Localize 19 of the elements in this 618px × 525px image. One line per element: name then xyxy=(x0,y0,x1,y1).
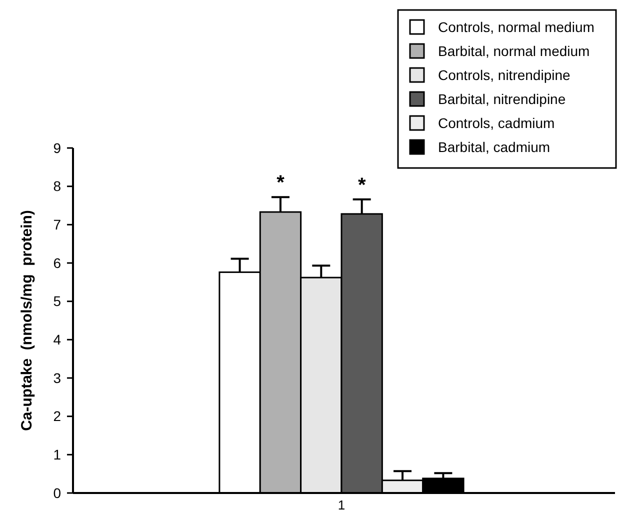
y-tick-label: 7 xyxy=(53,216,62,233)
legend-label: Controls, nitrendipine xyxy=(438,66,571,83)
y-tick-label: 3 xyxy=(53,370,62,386)
legend-label: Controls, cadmium xyxy=(438,114,555,131)
annotation: * xyxy=(276,172,285,194)
y-tick-label: 1 xyxy=(53,446,62,463)
legend-label: Barbital, cadmium xyxy=(438,138,550,155)
y-tick-label: 5 xyxy=(53,293,62,310)
y-tick-label: 8 xyxy=(53,178,62,194)
y-tick-label: 0 xyxy=(53,484,62,501)
y-tick-label: 2 xyxy=(53,408,62,424)
y-tick-label: 6 xyxy=(53,254,62,271)
legend-label: Barbital, nitrendipine xyxy=(438,90,566,107)
legend-label: Controls, normal medium xyxy=(438,18,594,35)
y-axis-title: Ca-uptake (nmols/mg protein) xyxy=(18,210,36,431)
annotation: * xyxy=(358,174,366,196)
legend-label: Barbital, normal medium xyxy=(438,42,590,59)
y-tick-label: 4 xyxy=(53,332,62,348)
y-tick-label: 9 xyxy=(53,140,62,156)
